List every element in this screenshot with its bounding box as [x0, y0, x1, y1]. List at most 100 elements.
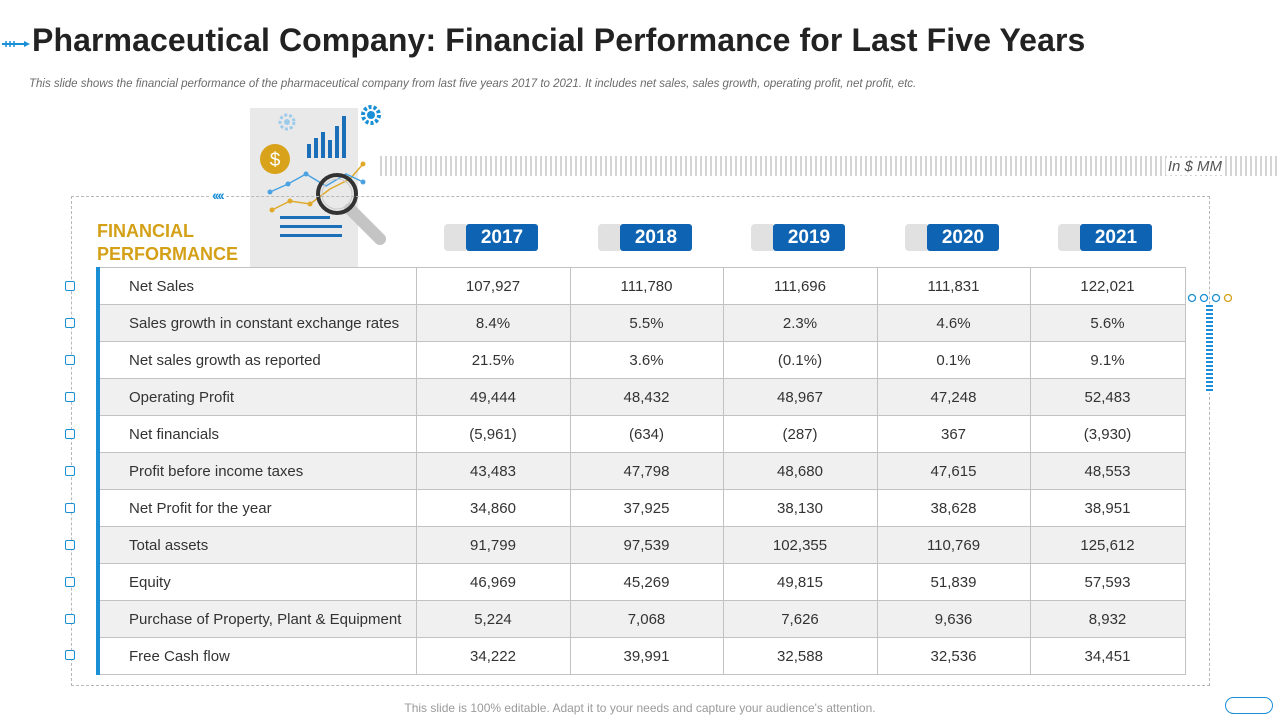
- row-marker-icon: [65, 392, 75, 402]
- row-marker-icon: [65, 650, 75, 660]
- cell-value: 43,483: [415, 452, 571, 490]
- text-lines-icon: [280, 216, 342, 237]
- cell-value: 46,969: [415, 563, 571, 601]
- cell-value: 48,432: [569, 378, 724, 416]
- cell-value: 48,967: [722, 378, 878, 416]
- trend-lines-icon: [267, 161, 366, 213]
- cell-value: 32,536: [876, 637, 1031, 675]
- cell-value: 48,680: [722, 452, 878, 490]
- cell-value: 49,444: [415, 378, 571, 416]
- cell-value: 51,839: [876, 563, 1031, 601]
- row-marker-icon: [65, 503, 75, 513]
- cell-value: 110,769: [876, 526, 1031, 564]
- cell-value: 47,615: [876, 452, 1031, 490]
- row-label: Equity: [96, 563, 417, 601]
- cell-value: 7,068: [569, 600, 724, 638]
- table-row: Net Profit for the year 34,860 37,925 38…: [96, 489, 1186, 527]
- cell-value: 4.6%: [876, 304, 1031, 342]
- footer-note: This slide is 100% editable. Adapt it to…: [404, 701, 876, 715]
- year-label: 2019: [773, 224, 845, 251]
- row-label: Net Profit for the year: [96, 489, 417, 527]
- cell-value: 34,451: [1029, 637, 1186, 675]
- cell-value: 57,593: [1029, 563, 1186, 601]
- dots-decoration: [1187, 293, 1233, 303]
- row-marker-icon: [65, 577, 75, 587]
- year-label: 2021: [1080, 224, 1152, 251]
- cell-value: 9,636: [876, 600, 1031, 638]
- cell-value: 9.1%: [1029, 341, 1186, 379]
- row-marker-icon: [65, 355, 75, 365]
- year-header-2017: 2017: [444, 224, 538, 251]
- cell-value: 111,831: [876, 267, 1031, 305]
- cell-value: 47,798: [569, 452, 724, 490]
- report-sheet-shape: [250, 108, 358, 268]
- cell-value: 367: [876, 415, 1031, 453]
- row-label: Profit before income taxes: [96, 452, 417, 490]
- table-row: Equity 46,969 45,269 49,815 51,839 57,59…: [96, 563, 1186, 601]
- cell-value: 37,925: [569, 489, 724, 527]
- cell-value: 7,626: [722, 600, 878, 638]
- financial-table: Net Sales 107,927 111,780 111,696 111,83…: [96, 267, 1186, 675]
- cell-value: 0.1%: [876, 341, 1031, 379]
- magnifier-icon: [316, 173, 386, 245]
- table-row: Profit before income taxes 43,483 47,798…: [96, 452, 1186, 490]
- year-label: 2020: [927, 224, 999, 251]
- row-label: Net sales growth as reported: [96, 341, 417, 379]
- table-row: Net financials (5,961) (634) (287) 367 (…: [96, 415, 1186, 453]
- page-title: Pharmaceutical Company: Financial Perfor…: [32, 22, 1086, 58]
- gear-small-icon: [278, 113, 296, 131]
- table-row: Net Sales 107,927 111,780 111,696 111,83…: [96, 267, 1186, 305]
- cell-value: 8.4%: [415, 304, 571, 342]
- units-label: In $ MM: [1165, 158, 1224, 175]
- row-marker-icon: [65, 318, 75, 328]
- cell-value: 45,269: [569, 563, 724, 601]
- cell-value: 34,222: [415, 637, 571, 675]
- section-label-line1: FINANCIAL: [97, 221, 194, 241]
- table-row: Net sales growth as reported 21.5% 3.6% …: [96, 341, 1186, 379]
- row-marker-icon: [65, 281, 75, 291]
- cell-value: 32,588: [722, 637, 878, 675]
- year-label: 2017: [466, 224, 538, 251]
- cell-value: 91,799: [415, 526, 571, 564]
- year-label: 2018: [620, 224, 692, 251]
- row-marker-icon: [65, 540, 75, 550]
- row-label: Operating Profit: [96, 378, 417, 416]
- cell-value: 97,539: [569, 526, 724, 564]
- hatched-band: [380, 156, 1280, 176]
- financial-report-illustration: $: [250, 105, 386, 268]
- cell-value: 48,553: [1029, 452, 1186, 490]
- row-label: Total assets: [96, 526, 417, 564]
- table-row: Total assets 91,799 97,539 102,355 110,7…: [96, 526, 1186, 564]
- cell-value: 3.6%: [569, 341, 724, 379]
- page-subtitle: This slide shows the financial performan…: [29, 78, 917, 90]
- chevrons-left-icon: ‹‹‹‹: [210, 187, 225, 203]
- cell-value: (5,961): [415, 415, 571, 453]
- table-row: Sales growth in constant exchange rates …: [96, 304, 1186, 342]
- cell-value: 47,248: [876, 378, 1031, 416]
- bar-chart-icon: [307, 116, 346, 158]
- cell-value: 39,991: [569, 637, 724, 675]
- row-label: Net Sales: [96, 267, 417, 305]
- footer-pill-decoration: [1225, 697, 1273, 714]
- cell-value: (3,930): [1029, 415, 1186, 453]
- table-row: Free Cash flow 34,222 39,991 32,588 32,5…: [96, 637, 1186, 675]
- table-row: Operating Profit 49,444 48,432 48,967 47…: [96, 378, 1186, 416]
- year-header-2019: 2019: [751, 224, 845, 251]
- svg-text:$: $: [270, 150, 281, 171]
- cell-value: (0.1%): [722, 341, 878, 379]
- section-label-line2: PERFORMANCE: [97, 244, 239, 264]
- cell-value: 52,483: [1029, 378, 1186, 416]
- cell-value: 5,224: [415, 600, 571, 638]
- cell-value: 111,696: [722, 267, 878, 305]
- cell-value: (634): [569, 415, 724, 453]
- year-header-2018: 2018: [598, 224, 692, 251]
- year-header-2020: 2020: [905, 224, 999, 251]
- cell-value: 21.5%: [415, 341, 571, 379]
- gear-icon: [361, 105, 381, 125]
- year-header-2021: 2021: [1058, 224, 1152, 251]
- cell-value: 102,355: [722, 526, 878, 564]
- row-marker-icon: [65, 614, 75, 624]
- cell-value: 38,628: [876, 489, 1031, 527]
- row-marker-icon: [65, 429, 75, 439]
- table-frame: [71, 196, 1210, 686]
